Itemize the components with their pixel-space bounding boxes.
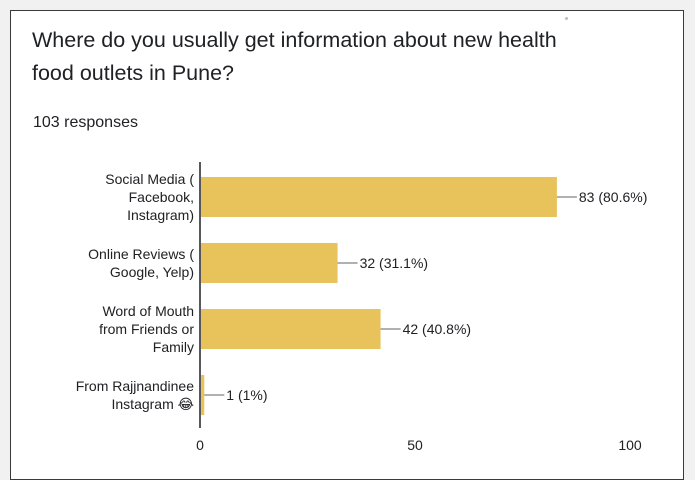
bar (201, 243, 338, 283)
category-label: Word of Mouth from Friends or Family (99, 303, 194, 355)
x-tick-label: 50 (407, 437, 423, 453)
bar (201, 309, 381, 349)
value-label: 32 (31.1%) (360, 255, 428, 271)
corner-dot (565, 17, 568, 20)
x-tick-label: 100 (618, 437, 642, 453)
value-label: 42 (40.8%) (403, 321, 471, 337)
bars-group: 83 (80.6%) Social Media (Facebook, Instagr… (76, 171, 647, 415)
bar-chart: 83 (80.6%) Social Media (Facebook, Instagr… (76, 162, 647, 453)
question-title: Where do you usually get information abo… (32, 28, 557, 85)
category-label: Social Media (Facebook, Instagram) (105, 171, 194, 223)
bar (201, 177, 557, 217)
value-label: 83 (80.6%) (579, 189, 647, 205)
x-tick-label: 0 (196, 437, 204, 453)
value-label: 1 (1%) (226, 387, 267, 403)
axis-group: 0 50 100 (196, 162, 642, 453)
response-count: 103 responses (33, 114, 138, 131)
bar (201, 375, 205, 415)
category-label: Online Reviews (Google, Yelp) (88, 246, 194, 280)
question-card: Where do you usually get information abo… (10, 10, 684, 480)
category-label: From Rajjnandinee Instagram 😂 (76, 378, 194, 412)
